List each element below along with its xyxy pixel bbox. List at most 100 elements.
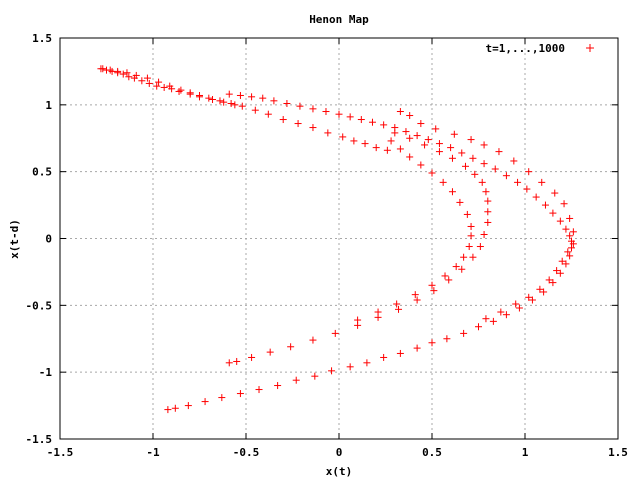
data-point — [196, 91, 203, 99]
data-point — [489, 317, 497, 325]
data-point — [220, 98, 228, 106]
data-point — [123, 69, 131, 77]
data-point — [525, 293, 533, 301]
data-point — [145, 79, 153, 87]
data-point — [205, 94, 213, 102]
x-tick-label: 1 — [522, 446, 529, 459]
data-point — [441, 272, 449, 280]
data-point — [523, 185, 531, 193]
data-point — [510, 157, 518, 165]
data-point — [569, 240, 577, 248]
data-point — [491, 165, 499, 173]
data-point — [475, 323, 482, 331]
data-point — [255, 386, 263, 394]
data-point — [411, 291, 419, 299]
data-point — [227, 99, 235, 107]
data-point — [482, 315, 490, 323]
data-point — [363, 359, 371, 367]
data-point — [153, 82, 161, 90]
data-point — [311, 372, 319, 380]
data-point — [465, 243, 473, 251]
data-point — [251, 106, 259, 114]
data-point — [292, 376, 300, 384]
data-point — [528, 296, 536, 304]
data-point — [413, 344, 421, 352]
data-point — [541, 201, 549, 209]
data-point — [432, 125, 440, 133]
data-point — [540, 288, 548, 296]
data-point — [132, 71, 140, 79]
data-point — [99, 65, 107, 73]
data-point — [532, 193, 540, 201]
data-point — [450, 130, 458, 138]
data-point — [114, 67, 122, 75]
data-point — [393, 300, 401, 308]
data-point — [309, 124, 317, 132]
data-point — [396, 108, 404, 116]
data-point — [383, 146, 391, 154]
data-point — [331, 329, 339, 337]
data-point — [428, 339, 436, 347]
data-point — [166, 82, 174, 90]
y-tick-label: -1 — [39, 366, 53, 379]
data-point — [177, 86, 185, 94]
data-point — [406, 153, 414, 161]
data-point — [270, 97, 278, 105]
data-point — [296, 102, 304, 110]
data-point — [447, 144, 455, 152]
data-point — [322, 108, 330, 116]
data-point — [460, 329, 468, 337]
data-point — [309, 336, 317, 344]
data-point — [443, 335, 451, 343]
data-point — [175, 87, 183, 95]
data-point — [233, 357, 241, 365]
legend: t=1,...,1000 — [486, 42, 594, 55]
data-point — [186, 89, 194, 97]
data-point — [339, 133, 347, 141]
grid-lines — [60, 38, 618, 439]
x-tick-label: 0 — [336, 446, 343, 459]
data-point — [560, 200, 568, 208]
data-point — [566, 252, 574, 260]
data-point — [469, 154, 477, 162]
data-point — [225, 359, 233, 367]
data-point — [164, 406, 172, 414]
data-point — [556, 269, 564, 277]
data-point — [484, 208, 492, 216]
data-point — [402, 128, 410, 136]
data-point — [417, 120, 425, 128]
data-point — [525, 168, 533, 176]
data-point — [236, 390, 244, 398]
data-point — [106, 66, 114, 74]
data-point — [497, 308, 505, 316]
data-point — [480, 230, 488, 238]
data-point — [476, 243, 484, 251]
y-tick-label: -1.5 — [26, 433, 53, 446]
x-tick-label: -1 — [146, 446, 160, 459]
data-point — [502, 172, 510, 180]
data-point — [248, 93, 256, 101]
data-point — [502, 311, 510, 319]
data-point — [471, 170, 479, 178]
data-point — [430, 287, 438, 295]
data-point — [458, 149, 466, 157]
data-point — [512, 300, 520, 308]
data-point — [119, 70, 127, 78]
data-point — [354, 316, 362, 324]
y-axis-label: x(t-d) — [8, 219, 21, 259]
data-point — [460, 253, 468, 261]
data-point — [350, 137, 358, 145]
chart-title: Henon Map — [309, 13, 369, 26]
data-point — [456, 198, 464, 206]
scatter-points — [97, 65, 577, 414]
legend-label: t=1,...,1000 — [486, 42, 565, 55]
data-point — [421, 141, 429, 149]
data-point — [138, 77, 146, 85]
data-point — [346, 363, 354, 371]
data-point — [484, 218, 492, 226]
data-point — [218, 394, 226, 402]
data-point — [549, 209, 557, 217]
data-point — [238, 102, 246, 110]
x-tick-label: -1.5 — [47, 446, 74, 459]
